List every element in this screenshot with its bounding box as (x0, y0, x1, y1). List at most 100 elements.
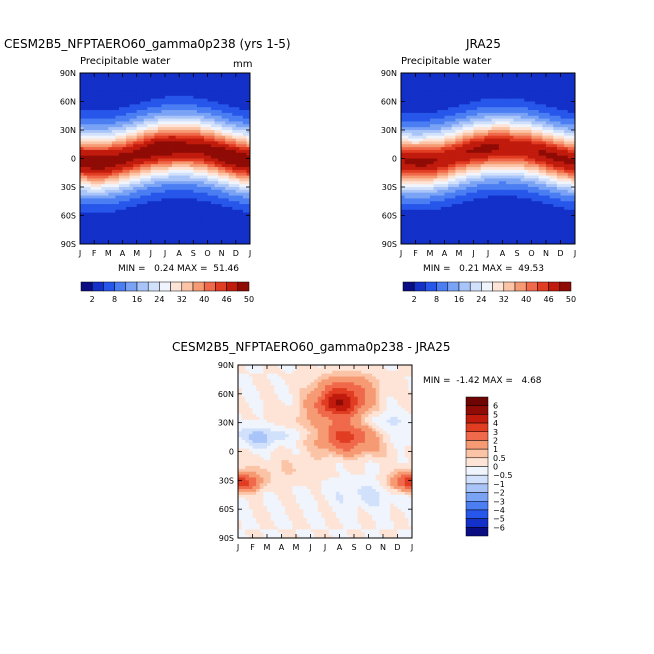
field-cell (480, 110, 485, 114)
field-cell (239, 87, 244, 91)
field-cell (404, 84, 409, 88)
field-cell (94, 127, 99, 131)
field-cell (154, 212, 159, 216)
field-cell (179, 178, 184, 182)
field-cell (242, 101, 247, 105)
field-cell (122, 241, 127, 245)
field-cell (179, 181, 184, 185)
field-cell (567, 87, 572, 91)
field-cell (218, 198, 223, 202)
field-cell (165, 212, 169, 216)
field-cell (147, 130, 152, 134)
field-cell (411, 178, 416, 182)
field-cell (196, 215, 201, 219)
field-cell (549, 169, 554, 174)
field-cell (186, 232, 191, 236)
field-cell (232, 144, 237, 148)
field-cell (401, 115, 406, 119)
field-cell (524, 112, 529, 117)
field-cell (136, 229, 141, 233)
field-cell (147, 206, 152, 211)
field-cell (221, 132, 226, 137)
field-cell (182, 178, 187, 182)
field-cell (228, 206, 233, 211)
field-cell (115, 212, 120, 216)
field-cell (415, 75, 420, 80)
field-cell (473, 81, 478, 85)
field-cell (136, 206, 141, 211)
field-cell (462, 149, 467, 154)
field-cell (118, 92, 123, 97)
field-cell (491, 118, 496, 122)
field-cell (239, 241, 244, 245)
field-cell (502, 169, 507, 174)
field-cell (477, 121, 482, 125)
field-cell (94, 132, 99, 137)
field-cell (101, 132, 106, 137)
field-cell (108, 184, 113, 188)
field-cell (415, 110, 420, 114)
field-cell (228, 238, 233, 242)
field-cell (154, 164, 159, 168)
field-cell (129, 164, 134, 168)
field-cell (80, 158, 84, 162)
field-cell (136, 198, 141, 202)
field-cell (466, 90, 471, 94)
field-cell (193, 138, 198, 142)
field-cell (542, 98, 547, 102)
field-cell (221, 90, 226, 94)
field-cell (542, 158, 547, 162)
field-cell (133, 101, 138, 105)
field-cell (232, 115, 237, 119)
field-cell (104, 130, 109, 134)
field-cell (175, 212, 180, 216)
field-cell (83, 141, 88, 145)
field-cell (538, 112, 543, 117)
field-cell (564, 81, 569, 85)
field-cell (108, 127, 113, 131)
field-cell (143, 184, 148, 188)
field-cell (538, 189, 543, 194)
field-cell (80, 138, 84, 142)
field-cell (535, 175, 540, 179)
field-cell (433, 81, 438, 85)
field-cell (448, 95, 453, 100)
field-cell (509, 130, 514, 134)
field-cell (154, 141, 159, 145)
field-cell (200, 147, 205, 151)
field-cell (509, 127, 514, 131)
field-cell (129, 112, 134, 117)
field-cell (172, 204, 177, 208)
field-cell (527, 84, 532, 88)
panel-obs: JRA25 Precipitable water 90N60N30N030S60… (381, 37, 576, 274)
field-cell (193, 115, 198, 119)
field-cell (232, 127, 237, 131)
field-cell (242, 235, 247, 239)
field-cell (422, 92, 427, 97)
field-cell (143, 155, 148, 159)
field-cell (133, 121, 138, 125)
field-cell (207, 132, 212, 137)
field-cell (108, 152, 113, 157)
field-cell (186, 149, 191, 154)
field-cell (444, 73, 449, 77)
field-cell (122, 172, 127, 176)
field-cell (122, 164, 127, 168)
field-cell (168, 187, 173, 191)
field-cell (115, 195, 120, 199)
field-cell (186, 155, 191, 159)
field-cell (200, 241, 205, 245)
field-cell (451, 130, 456, 134)
field-cell (546, 147, 551, 151)
field-cell (484, 189, 489, 194)
field-cell (422, 141, 427, 145)
field-cell (83, 164, 88, 168)
field-cell (126, 98, 130, 102)
field-cell (118, 73, 123, 77)
field-cell (157, 201, 162, 205)
field-cell (189, 158, 194, 162)
field-cell (549, 184, 554, 188)
field-cell (246, 132, 251, 137)
field-cell (203, 135, 208, 139)
field-cell (506, 138, 511, 142)
